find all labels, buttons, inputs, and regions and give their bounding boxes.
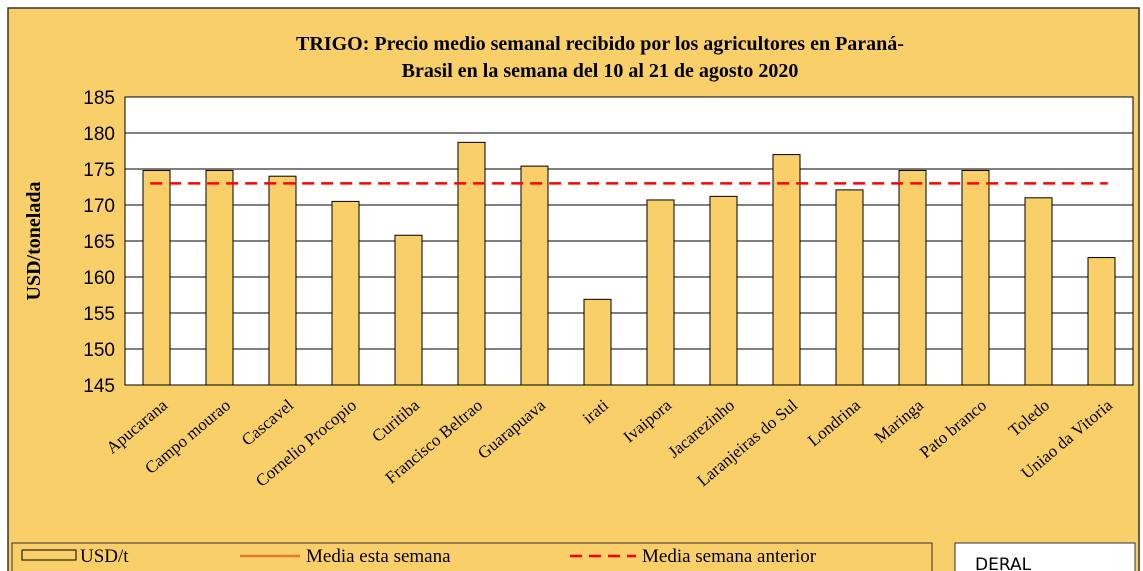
bar xyxy=(646,199,675,386)
bar xyxy=(457,141,486,386)
bar xyxy=(520,165,549,386)
bar xyxy=(205,169,234,386)
bar xyxy=(142,169,171,386)
source-box xyxy=(954,542,1136,571)
bar xyxy=(772,154,801,386)
legend-label: Media esta semana xyxy=(306,546,451,567)
bar xyxy=(331,200,360,386)
y-tick-label: 170 xyxy=(83,196,115,217)
bar xyxy=(1087,257,1116,386)
y-tick-label: 160 xyxy=(83,268,115,289)
bar xyxy=(394,234,423,386)
legend-label: USD/t xyxy=(80,546,129,567)
y-tick-label: 185 xyxy=(83,88,115,109)
y-axis-label: USD/tonelada xyxy=(23,182,45,301)
chart-title: Brasil en la semana del 10 al 21 de agos… xyxy=(402,60,799,82)
y-tick-label: 180 xyxy=(83,124,115,145)
y-tick-label: 155 xyxy=(83,304,115,325)
bar xyxy=(709,195,738,386)
chart-title: TRIGO: Precio medio semanal recibido por… xyxy=(296,33,904,55)
bar xyxy=(268,175,297,386)
source: DERAL xyxy=(975,555,1032,571)
bar xyxy=(961,169,990,386)
bar xyxy=(898,169,927,386)
bar xyxy=(583,298,612,386)
y-tick-label: 150 xyxy=(83,340,115,361)
y-tick-label: 145 xyxy=(83,376,115,397)
legend-box xyxy=(11,542,933,571)
legend-label: Media semana anterior xyxy=(642,546,817,567)
y-tick-label: 165 xyxy=(83,232,115,253)
legend-swatch xyxy=(21,549,77,561)
bar xyxy=(835,189,864,386)
bar xyxy=(1024,197,1053,386)
y-tick-label: 175 xyxy=(83,160,115,181)
